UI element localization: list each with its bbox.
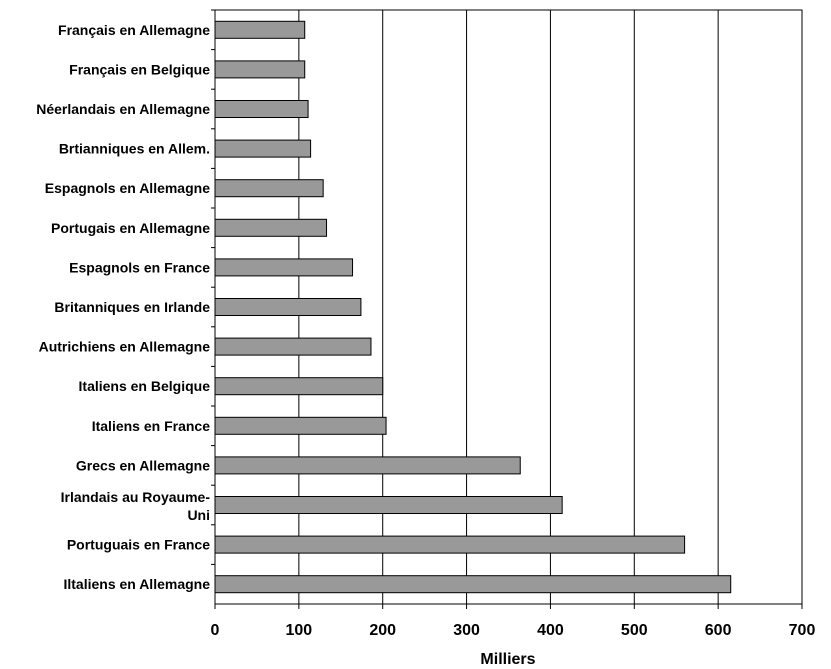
x-tick-label: 300: [453, 622, 480, 639]
x-tick-label: 700: [789, 622, 816, 639]
bar: [214, 456, 521, 475]
x-axis-ticks: 0 100 200 300 400 500 600 700: [211, 604, 816, 639]
category-label: Iltaliens en Allemagne: [63, 576, 210, 592]
category-label: Espagnols en France: [69, 259, 210, 275]
category-label: Autrichiens en Allemagne: [39, 339, 211, 355]
x-tick-label: 600: [705, 622, 732, 639]
x-tick-label: 200: [369, 622, 396, 639]
bar: [214, 139, 312, 158]
bar: [214, 416, 387, 435]
bar: [214, 60, 306, 79]
category-label: Néerlandais en Allemagne: [36, 101, 210, 117]
category-label: Portuguais en France: [67, 537, 210, 553]
x-tick-label: 0: [211, 622, 220, 639]
category-label: Français en Allemagne: [58, 22, 210, 38]
category-labels: Français en Allemagne Français en Belgiqu…: [36, 9, 215, 592]
category-label: Irlandais au Royaume-Uni: [61, 489, 211, 523]
bar: [214, 298, 362, 316]
category-label: Italiens en France: [92, 418, 210, 434]
category-label: Italiens en Belgique: [79, 378, 211, 394]
bar: [214, 20, 306, 39]
category-label: Français en Belgique: [69, 61, 210, 77]
category-label: Portugais en Allemagne: [51, 220, 210, 236]
bar: [214, 337, 372, 356]
category-label: Brtianniques en Allem.: [59, 141, 210, 157]
bar: [214, 100, 309, 118]
bar: [214, 575, 732, 594]
category-label: Grecs en Allemagne: [76, 457, 210, 473]
category-label: Britanniques en Irlande: [54, 299, 210, 315]
x-axis-title: Milliers: [480, 651, 535, 668]
bars: [214, 20, 732, 594]
category-label: Espagnols en Allemagne: [45, 180, 210, 196]
bar: [214, 535, 686, 554]
bar: [214, 218, 328, 237]
x-tick-label: 500: [621, 622, 648, 639]
x-tick-label: 100: [286, 622, 313, 639]
x-tick-label: 400: [537, 622, 564, 639]
bar: [214, 496, 563, 514]
bar: [214, 179, 324, 198]
bar: [214, 377, 384, 396]
bar: [214, 258, 354, 277]
